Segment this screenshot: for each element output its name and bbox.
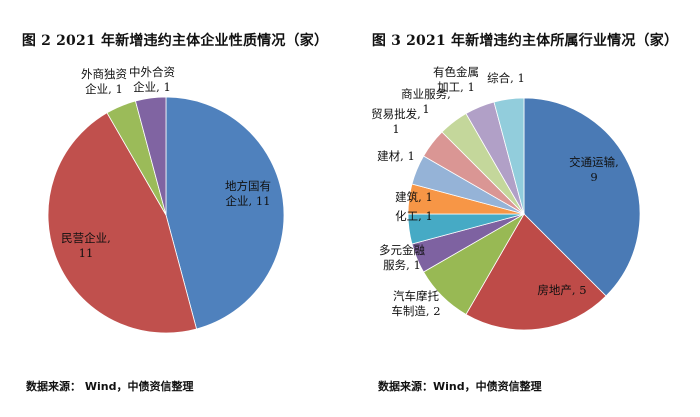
pie-label-industry-5: 建筑, 1 — [395, 190, 433, 204]
pie-slice-industry-1 — [465, 213, 607, 331]
left-chart-title: 图 2 2021 年新增违约主体企业性质情况（家） — [21, 33, 329, 49]
pie-slice-nature-1 — [47, 112, 198, 334]
pie-label-industry-0: 交通运输, 9 — [569, 155, 619, 184]
pie-label-industry-1: 房地产, 5 — [537, 283, 586, 297]
left-chart-source: 数据来源： Wind，中债资信整理 — [26, 380, 194, 393]
pie-label-industry-3: 多元金融服务, 1 — [379, 243, 425, 272]
right-chart-panel: 图 3 2021 年新增违约主体所属行业情况（家） 交通运输, 9 房地产, 5 汽车… — [350, 0, 700, 417]
pie-label-nature-3: 中外合资企业, 1 — [129, 65, 175, 94]
pie-label-industry-6: 建材, 1 — [377, 149, 415, 163]
right-chart-source: 数据来源：Wind，中债资信整理 — [378, 380, 542, 393]
pie-label-industry-9: 有色金属加工, 1 — [433, 65, 479, 94]
pie-label-nature-2: 外商独资企业, 1 — [81, 67, 127, 96]
pie-label-nature-1: 民营企业, 11 — [61, 231, 111, 260]
left-chart-panel: 图 2 2021 年新增违约主体企业性质情况（家） 地方国有企业, 11 民营企业… — [21, 33, 329, 393]
pie-label-industry-8: 商业服务, 1 — [401, 87, 451, 116]
pie-label-industry-4: 化工, 1 — [395, 209, 433, 223]
right-chart-title: 图 3 2021 年新增违约主体所属行业情况（家） — [371, 33, 679, 49]
pie-slice-nature-3 — [134, 96, 167, 216]
pie-label-nature-0: 地方国有企业, 11 — [225, 179, 271, 208]
pie-label-industry-10: 综合, 1 — [487, 71, 525, 85]
pie-label-industry-2: 汽车摩托车制造, 2 — [391, 289, 440, 318]
pie-label-industry-7: 贸易批发, 1 — [371, 107, 421, 136]
pie-slice-nature-0 — [165, 96, 285, 330]
right-pie-chart: 交通运输, 9 房地产, 5 汽车摩托车制造, 2 多元金融服务, 1 化工, 1 建筑, … — [371, 65, 641, 331]
pie-slice-industry-0 — [523, 97, 641, 297]
pie-slice-industry-10 — [493, 97, 525, 215]
